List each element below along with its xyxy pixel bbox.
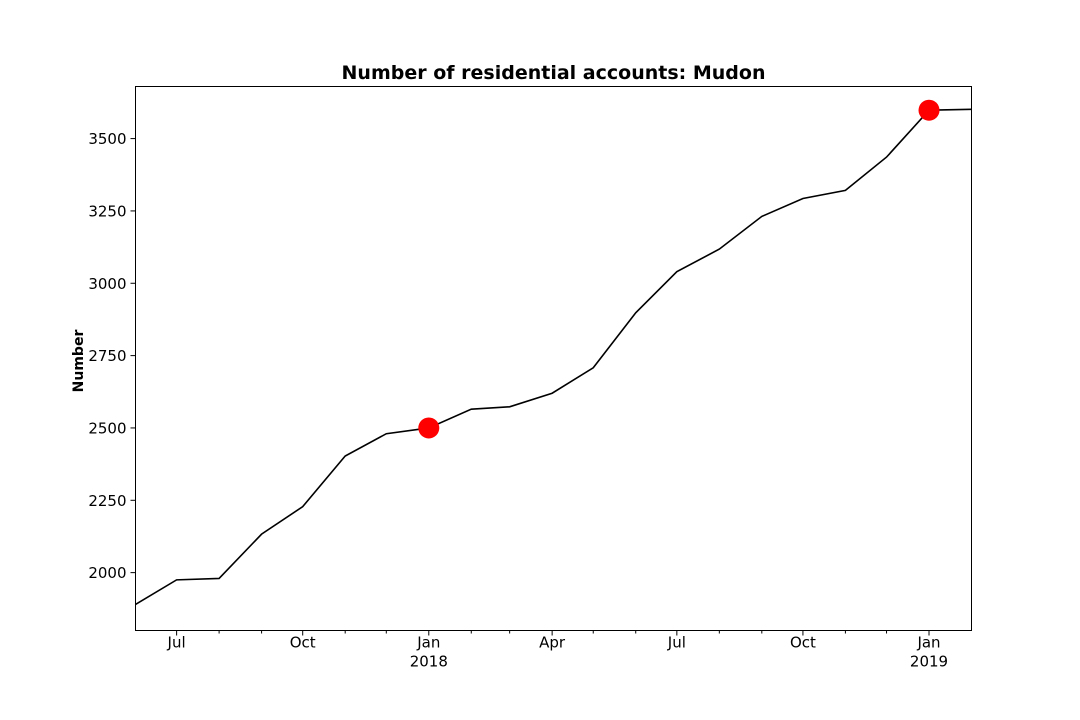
highlight-point: [418, 417, 440, 439]
axes-frame: [135, 86, 972, 631]
series-layer: [135, 108, 972, 606]
x-tick-year-label: 2019: [910, 653, 948, 671]
x-tick-label: Oct: [790, 634, 816, 652]
highlight-point: [918, 99, 940, 121]
y-tick-label: 2250: [88, 492, 126, 510]
y-tick-label: 2000: [88, 564, 126, 582]
y-tick-label: 3250: [88, 202, 126, 220]
series-line: [135, 108, 972, 606]
highlight-points-layer: [418, 99, 940, 439]
x-tick-label: Oct: [290, 634, 316, 652]
chart-title: Number of residential accounts: Mudon: [342, 62, 766, 84]
x-tick-year-label: 2018: [410, 653, 448, 671]
y-tick-label: 3000: [88, 275, 126, 293]
x-tick-label: Jan: [416, 634, 440, 652]
y-tick-label: 2750: [88, 347, 126, 365]
y-axis-label: Number: [71, 330, 87, 393]
y-tick-label: 2500: [88, 419, 126, 437]
x-tick-label: Jul: [167, 634, 186, 652]
y-tick-label: 3500: [88, 130, 126, 148]
x-tick-label: Jan: [916, 634, 940, 652]
y-axis-ticks: 2000 2250 2500 2750 3000 3250 3500: [88, 130, 136, 582]
x-tick-label: Apr: [539, 634, 566, 652]
x-tick-label: Jul: [667, 634, 686, 652]
